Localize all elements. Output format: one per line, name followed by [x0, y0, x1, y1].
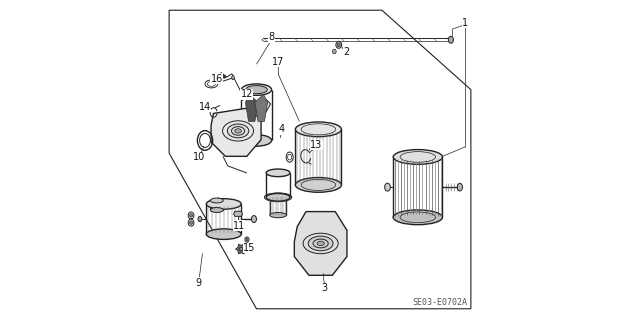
Polygon shape — [294, 211, 347, 275]
Ellipse shape — [385, 183, 390, 191]
Ellipse shape — [211, 208, 223, 212]
Ellipse shape — [336, 41, 342, 48]
Text: 4: 4 — [279, 124, 285, 134]
Ellipse shape — [241, 135, 271, 146]
Ellipse shape — [252, 216, 257, 223]
Polygon shape — [211, 106, 261, 156]
Ellipse shape — [448, 36, 453, 43]
Ellipse shape — [198, 217, 202, 222]
Polygon shape — [234, 211, 243, 216]
Polygon shape — [254, 99, 271, 121]
Ellipse shape — [337, 43, 340, 47]
Text: 12: 12 — [241, 89, 253, 100]
Text: 9: 9 — [196, 278, 202, 288]
Text: 3: 3 — [322, 283, 328, 293]
Ellipse shape — [393, 150, 442, 164]
Text: 14: 14 — [199, 102, 211, 112]
Text: 17: 17 — [272, 57, 284, 67]
Ellipse shape — [211, 198, 223, 203]
Text: SE03-E0702A: SE03-E0702A — [413, 298, 468, 307]
Ellipse shape — [393, 210, 442, 225]
Text: 13: 13 — [310, 140, 323, 150]
Ellipse shape — [232, 75, 234, 80]
Ellipse shape — [266, 194, 290, 201]
Polygon shape — [245, 94, 258, 122]
Text: 1: 1 — [463, 18, 468, 28]
Ellipse shape — [269, 212, 287, 218]
Text: 8: 8 — [269, 32, 275, 42]
Polygon shape — [221, 72, 227, 78]
Ellipse shape — [246, 238, 248, 241]
Ellipse shape — [206, 229, 241, 240]
Ellipse shape — [458, 183, 463, 191]
Ellipse shape — [296, 178, 341, 192]
Ellipse shape — [241, 84, 271, 95]
Ellipse shape — [189, 214, 193, 217]
Text: 16: 16 — [211, 73, 223, 84]
Ellipse shape — [317, 241, 324, 246]
Ellipse shape — [266, 169, 290, 177]
Ellipse shape — [206, 199, 241, 209]
Ellipse shape — [227, 124, 249, 138]
Text: 15: 15 — [243, 243, 255, 253]
Ellipse shape — [189, 221, 193, 225]
Ellipse shape — [308, 236, 333, 251]
Ellipse shape — [239, 248, 243, 251]
Polygon shape — [255, 94, 268, 122]
Text: 11: 11 — [233, 220, 245, 231]
Text: 2: 2 — [343, 47, 349, 56]
Text: 10: 10 — [193, 152, 205, 162]
Polygon shape — [236, 244, 247, 254]
Ellipse shape — [296, 122, 341, 137]
Ellipse shape — [246, 85, 268, 94]
Ellipse shape — [235, 129, 241, 133]
Ellipse shape — [332, 49, 336, 54]
